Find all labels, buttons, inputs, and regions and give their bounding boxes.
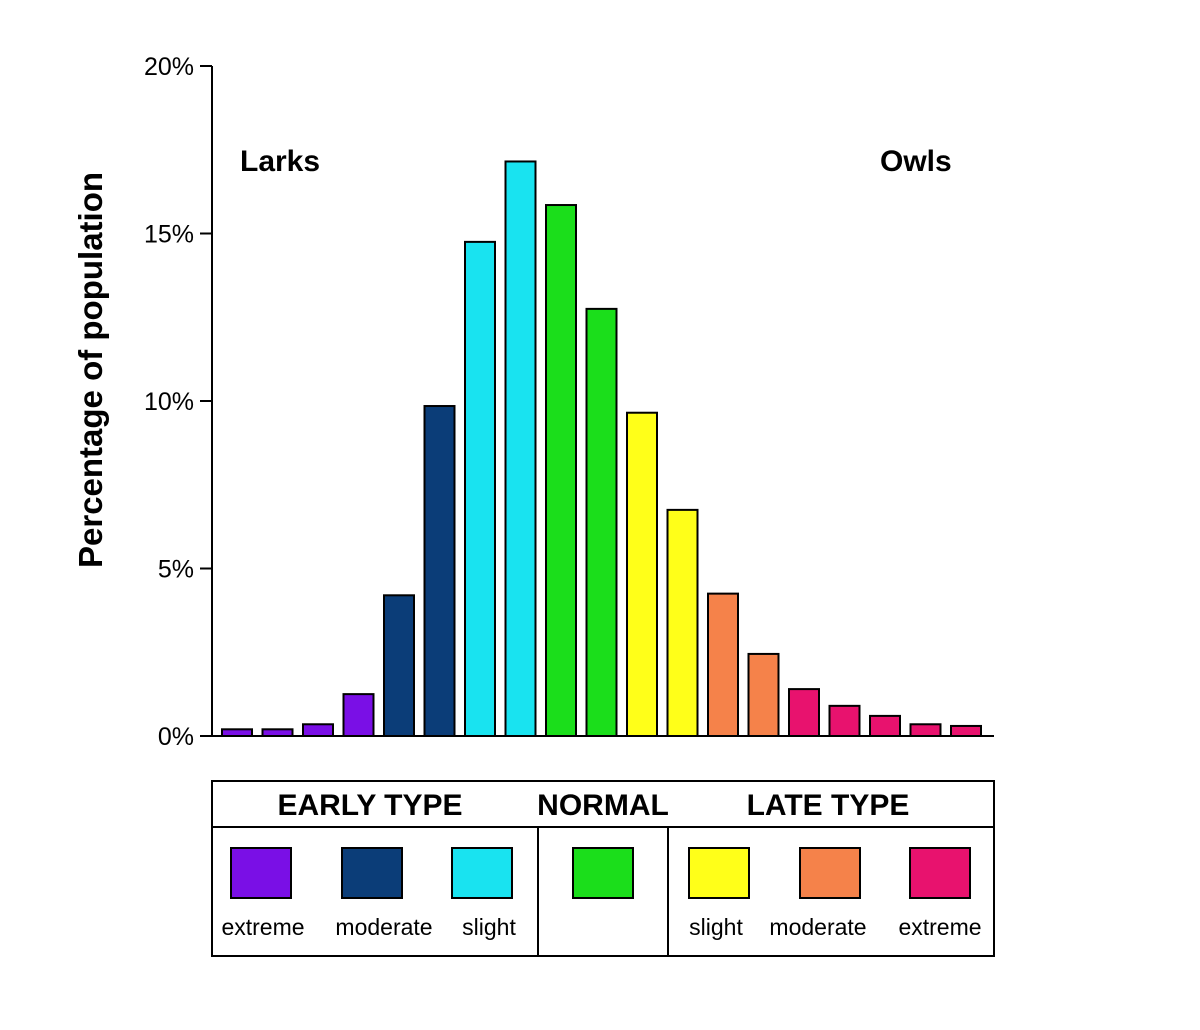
legend-swatch-normal bbox=[572, 847, 634, 899]
bar bbox=[747, 652, 780, 737]
bar bbox=[302, 723, 334, 738]
legend-swatch-late-moderate bbox=[799, 847, 861, 899]
bar bbox=[342, 693, 375, 737]
bar bbox=[261, 728, 294, 737]
legend-label-late-extreme: extreme bbox=[898, 914, 981, 940]
y-tick-label: 10% bbox=[144, 388, 194, 416]
bar bbox=[464, 240, 496, 737]
legend-label-late-slight: slight bbox=[689, 914, 743, 940]
legend-label-early-moderate: moderate bbox=[335, 914, 432, 940]
bar bbox=[585, 307, 618, 737]
y-tick-label: 15% bbox=[144, 221, 194, 249]
legend-title-early: EARLY TYPE bbox=[277, 789, 462, 822]
bar bbox=[950, 724, 982, 738]
legend: EARLY TYPE NORMAL LATE TYPE extreme mode… bbox=[211, 780, 995, 957]
y-tick-label: 5% bbox=[158, 556, 194, 584]
bar bbox=[869, 714, 901, 738]
legend-swatch-late-slight bbox=[688, 847, 750, 899]
bar bbox=[626, 411, 658, 737]
legend-label-late-moderate: moderate bbox=[769, 914, 866, 940]
larks-label: Larks bbox=[240, 145, 320, 178]
y-axis-label: Percentage of population bbox=[72, 172, 109, 568]
legend-title-late: LATE TYPE bbox=[747, 789, 910, 822]
bar bbox=[666, 508, 699, 737]
bar bbox=[909, 723, 942, 738]
bar bbox=[221, 728, 253, 737]
owls-label: Owls bbox=[880, 145, 952, 178]
legend-label-early-extreme: extreme bbox=[221, 914, 304, 940]
legend-swatch-late-extreme bbox=[909, 847, 971, 899]
y-tick-label: 0% bbox=[158, 723, 194, 751]
bar bbox=[545, 204, 577, 737]
bar bbox=[383, 594, 415, 737]
legend-title-normal: NORMAL bbox=[537, 789, 669, 822]
bar bbox=[788, 688, 820, 737]
legend-swatch-early-moderate bbox=[341, 847, 403, 899]
y-tick-label: 20% bbox=[144, 53, 194, 81]
y-ticks: 0% 5% 10% 15% 20% bbox=[144, 53, 212, 751]
bar bbox=[707, 592, 739, 737]
legend-label-early-slight: slight bbox=[462, 914, 516, 940]
bars-group bbox=[221, 160, 982, 738]
bar bbox=[504, 160, 537, 738]
bar bbox=[423, 405, 456, 737]
legend-swatch-early-slight bbox=[451, 847, 513, 899]
legend-swatch-early-extreme bbox=[230, 847, 292, 899]
bar bbox=[828, 704, 861, 737]
legend-frame bbox=[211, 780, 995, 957]
